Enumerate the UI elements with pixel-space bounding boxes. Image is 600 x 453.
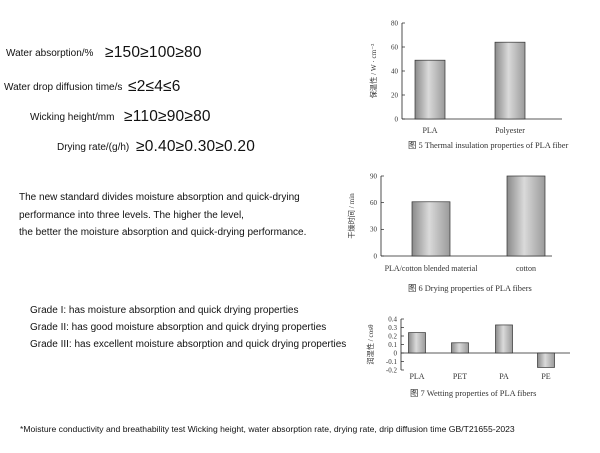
- bar-polyester: [494, 41, 526, 120]
- chart-thermal-insulation: 0 20 40 60 80 PLA Polyester 保温性 / W · cm⁻² 图 5 T…: [369, 19, 568, 150]
- footnote: *Moisture conductivity and breathability…: [20, 424, 515, 434]
- y-axis-label: 润湿性 / cosθ: [366, 324, 375, 365]
- criterion-values-wicking-height: ≥110≥90≥80: [124, 108, 211, 125]
- y-tick-label: -0.2: [386, 366, 398, 374]
- criterion-values-water-absorption: ≥150≥100≥80: [105, 44, 202, 61]
- criterion-label-diffusion-time: Water drop diffusion time/s: [4, 82, 123, 93]
- y-tick-label: 0: [374, 252, 378, 260]
- standard-line-1: The new standard divides moisture absorp…: [19, 192, 300, 203]
- bar-pla: [414, 59, 446, 120]
- standard-line-2: performance into three levels. The highe…: [19, 209, 244, 221]
- grade-3: Grade III: has excellent moisture absorp…: [30, 339, 347, 350]
- bar-cotton: [506, 175, 546, 257]
- criterion-label-wicking-height: Wicking height/mm: [30, 112, 115, 123]
- chart-caption: 图 5 Thermal insulation properties of PLA…: [408, 141, 568, 150]
- criterion-values-drying-rate: ≥0.40≥0.30≥0.20: [136, 138, 256, 155]
- y-tick-label: -0.1: [386, 358, 398, 366]
- grade-2: Grade II: has good moisture absorption a…: [30, 322, 327, 333]
- y-tick-label: 0.3: [388, 324, 397, 332]
- category-label: PET: [453, 372, 467, 381]
- grade-list: Grade I: has moisture absorption and qui…: [30, 302, 346, 353]
- y-tick-label: 0.2: [388, 332, 397, 340]
- chart-caption: 图 7 Wetting properties of PLA fibers: [410, 389, 536, 398]
- y-tick-label: 20: [391, 91, 399, 99]
- bar-pa: [495, 324, 513, 354]
- bar-pla: [408, 332, 426, 354]
- y-tick-label: 0.1: [388, 341, 397, 349]
- y-tick-label: 60: [391, 43, 399, 51]
- category-label: PA: [499, 372, 509, 381]
- y-tick-label: 0: [394, 349, 398, 357]
- category-label: PLA: [409, 372, 424, 381]
- y-tick-label: 40: [391, 67, 399, 75]
- category-label: cotton: [516, 264, 536, 273]
- y-tick-label: 0: [395, 115, 399, 123]
- chart-drying-properties: 0 30 60 90 PLA/cotton blended material cotton…: [347, 172, 552, 293]
- standard-line-3: the better the moisture absorption and q…: [19, 227, 307, 238]
- category-label: PLA/cotton blended material: [385, 264, 479, 273]
- y-tick-label: 80: [391, 19, 399, 27]
- grade-1: Grade I: has moisture absorption and qui…: [30, 305, 299, 316]
- bar-pe: [537, 352, 555, 368]
- y-tick-label: 30: [370, 226, 378, 234]
- y-tick-label: 0.4: [388, 315, 397, 323]
- criterion-values-diffusion-time: ≤2≤4≤6: [128, 78, 181, 95]
- y-tick-label: 60: [370, 199, 378, 207]
- category-label: PE: [541, 372, 550, 381]
- bar-pla-cotton-blended-material: [411, 201, 451, 257]
- bar-pet: [451, 342, 469, 354]
- category-label: PLA: [422, 126, 437, 135]
- y-tick-label: 90: [370, 172, 378, 180]
- criterion-label-water-absorption: Water absorption/%: [6, 48, 94, 59]
- criterion-label-drying-rate: Drying rate/(g/h): [57, 142, 130, 153]
- standard-description: The new standard divides moisture absorp…: [19, 189, 306, 242]
- chart-wetting-properties: -0.2-0.100.10.20.30.4 PLA PET PA PE 润湿性 / cos…: [366, 315, 570, 398]
- category-label: Polyester: [495, 126, 525, 135]
- y-axis-label: 干燥时间 / min: [347, 193, 356, 239]
- y-axis-label: 保温性 / W · cm⁻²: [369, 44, 378, 99]
- chart-caption: 图 6 Drying properties of PLA fibers: [408, 284, 532, 293]
